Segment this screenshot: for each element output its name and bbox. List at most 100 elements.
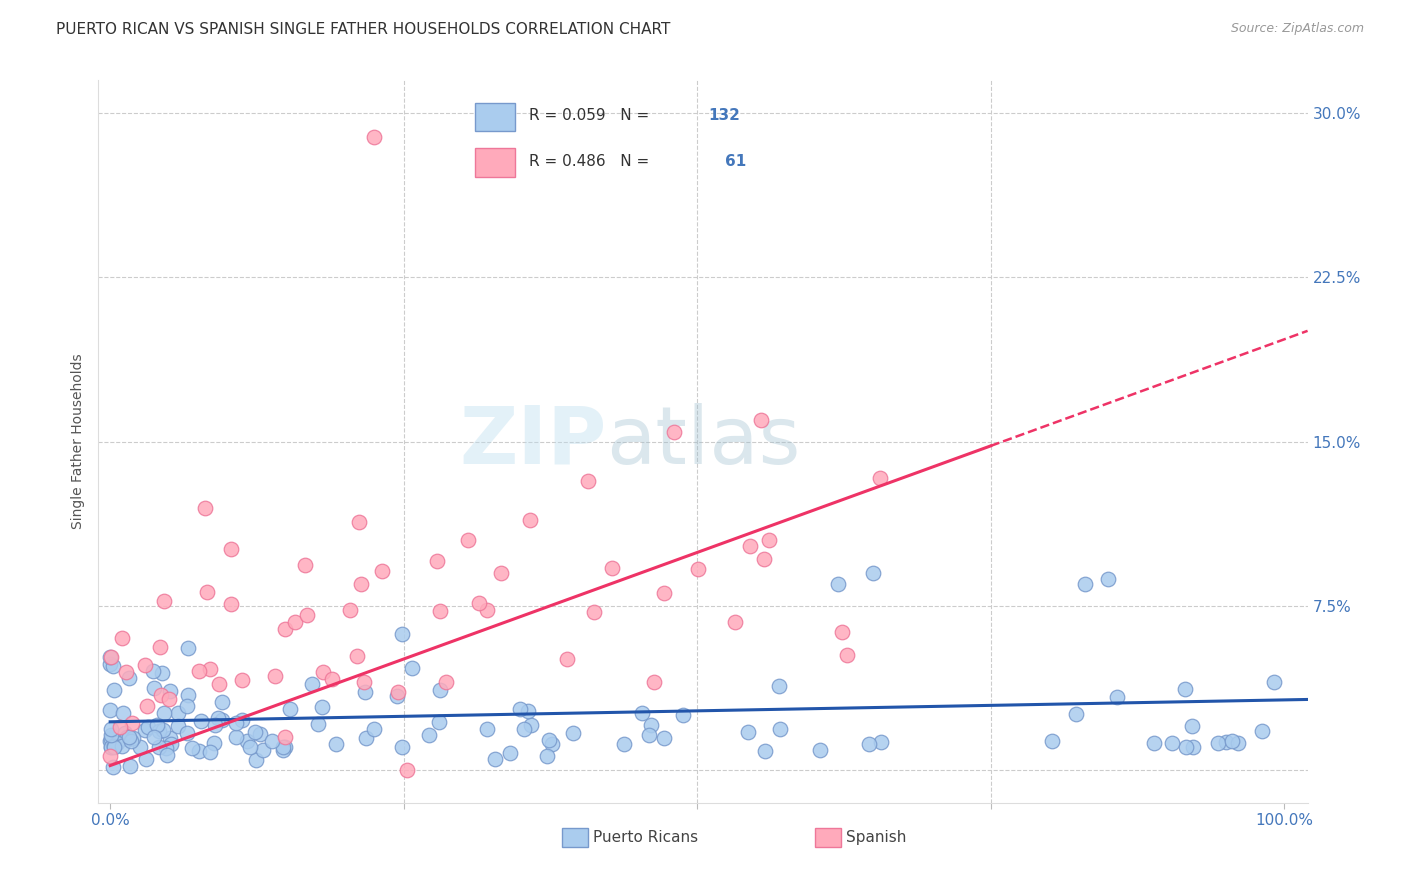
Point xyxy=(204,717,226,731)
Point xyxy=(1105,690,1128,704)
Point xyxy=(100,650,122,665)
Text: Spanish: Spanish xyxy=(846,830,907,845)
Point xyxy=(312,665,335,679)
Point xyxy=(391,626,413,640)
Point xyxy=(105,736,128,750)
Point xyxy=(143,681,166,696)
Point xyxy=(159,731,181,746)
Point xyxy=(117,731,139,745)
Point xyxy=(630,706,652,720)
Point xyxy=(271,740,294,755)
Text: ZIP: ZIP xyxy=(458,402,606,481)
Point xyxy=(869,471,891,485)
Point xyxy=(231,673,253,688)
Point xyxy=(1227,736,1250,750)
Point xyxy=(98,733,121,747)
Point xyxy=(177,640,200,655)
Point xyxy=(1251,723,1274,738)
Point xyxy=(1161,736,1184,750)
Point xyxy=(418,728,440,742)
Point xyxy=(363,723,385,737)
Point xyxy=(613,737,636,751)
Point xyxy=(101,760,124,774)
Point xyxy=(121,715,143,730)
Point xyxy=(426,554,449,568)
Point xyxy=(391,739,413,754)
Point xyxy=(1174,740,1197,755)
Point xyxy=(758,533,780,548)
Point xyxy=(114,726,136,740)
Point xyxy=(1263,675,1285,690)
Point xyxy=(122,731,145,745)
Point xyxy=(149,688,172,702)
Point xyxy=(643,674,665,689)
Point xyxy=(307,717,329,731)
Point xyxy=(637,728,659,742)
Point xyxy=(274,739,297,754)
Point xyxy=(862,566,884,580)
Point xyxy=(188,744,211,758)
Point xyxy=(117,732,139,747)
Point xyxy=(1173,681,1195,696)
Point xyxy=(752,551,775,566)
Point xyxy=(749,412,772,426)
Point xyxy=(120,734,142,748)
Point xyxy=(672,707,695,722)
Text: R = 0.486   N =: R = 0.486 N = xyxy=(529,153,659,169)
Point xyxy=(167,706,190,720)
Point xyxy=(103,739,125,754)
Point xyxy=(135,698,157,713)
Point xyxy=(245,753,267,767)
Bar xyxy=(475,103,516,131)
Point xyxy=(489,566,512,580)
Point xyxy=(135,751,157,765)
Point xyxy=(111,706,134,721)
Point xyxy=(371,564,394,578)
Point xyxy=(153,594,176,608)
Point xyxy=(1097,573,1119,587)
Point xyxy=(100,649,122,664)
Point xyxy=(768,679,790,693)
Point xyxy=(225,730,247,744)
Point xyxy=(236,734,259,748)
Point xyxy=(325,738,347,752)
Point xyxy=(294,558,316,573)
Point xyxy=(207,711,229,725)
Point xyxy=(350,577,373,591)
Text: 132: 132 xyxy=(709,108,740,123)
Point xyxy=(354,731,377,746)
Point xyxy=(385,689,408,703)
Point xyxy=(562,725,585,739)
Point xyxy=(831,625,853,640)
Point xyxy=(468,596,491,610)
Point xyxy=(176,698,198,713)
Point xyxy=(538,733,561,747)
Point xyxy=(652,731,675,745)
Point xyxy=(101,659,124,673)
Point xyxy=(243,725,266,739)
Point xyxy=(157,692,180,706)
Point xyxy=(1181,719,1204,733)
Point xyxy=(640,718,662,732)
Point xyxy=(536,748,558,763)
Text: Source: ZipAtlas.com: Source: ZipAtlas.com xyxy=(1230,22,1364,36)
Point xyxy=(176,689,198,703)
Point xyxy=(142,664,165,678)
Point xyxy=(1215,735,1237,749)
Point xyxy=(271,743,294,757)
Point xyxy=(1040,734,1063,748)
Point xyxy=(176,726,198,740)
Text: PUERTO RICAN VS SPANISH SINGLE FATHER HOUSEHOLDS CORRELATION CHART: PUERTO RICAN VS SPANISH SINGLE FATHER HO… xyxy=(56,22,671,37)
Point xyxy=(98,657,121,672)
Point xyxy=(198,662,221,676)
Point xyxy=(600,561,623,575)
Point xyxy=(152,706,174,720)
Point xyxy=(387,685,409,699)
Point xyxy=(1073,577,1095,591)
Point xyxy=(835,648,858,663)
Point xyxy=(148,739,170,754)
Point xyxy=(100,731,122,746)
Text: R = 0.059   N =: R = 0.059 N = xyxy=(529,108,654,123)
Point xyxy=(152,723,174,737)
Point xyxy=(211,714,233,728)
